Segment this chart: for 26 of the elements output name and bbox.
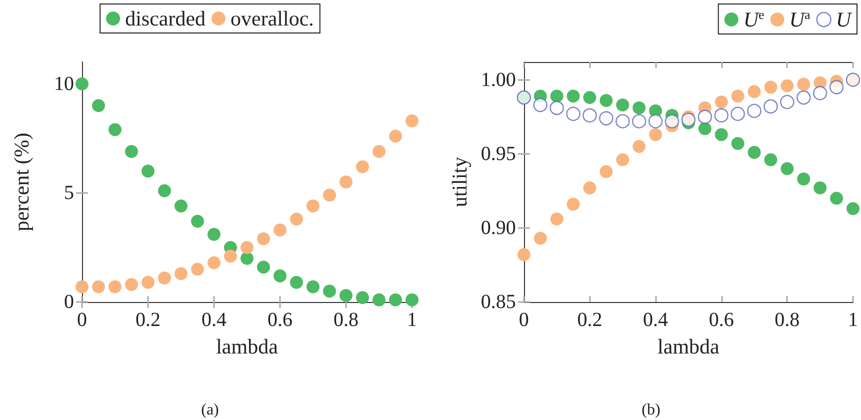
x-tick-label: 0.4 [643,309,668,331]
y-tick-label: 10 [54,72,74,95]
y-tick-label: 0.90 [480,216,516,239]
y-tick-label: 0.85 [480,291,516,313]
y-tick-label: 1.00 [480,68,516,91]
x-tick-label: 0.4 [202,309,226,331]
x-tick-label: 0.6 [268,309,292,331]
x-tick-label: 0.2 [136,309,160,331]
x-tick-label: 0.8 [774,309,800,331]
y-axis-title: utility [448,156,472,208]
legend-label: U [836,8,853,32]
text: (a) [201,402,219,418]
y-axis-title: percent (%) [10,132,34,232]
x-tick-label: 1 [848,309,858,331]
y-tick-label: 5 [64,182,74,204]
x-tick-label: 1 [407,309,417,331]
legend-label: overalloc. [230,6,314,30]
y-tick-label: 0 [64,291,74,313]
x-axis-title: lambda [658,334,720,358]
x-tick-label: 0.2 [577,309,602,331]
text: (b) [642,402,660,418]
x-tick-label: 0.8 [334,309,358,331]
x-tick-label: 0.6 [708,309,734,331]
x-axis-title: lambda [216,334,279,358]
legend-label: discarded [125,6,206,30]
y-tick-label: 0.95 [480,142,516,165]
